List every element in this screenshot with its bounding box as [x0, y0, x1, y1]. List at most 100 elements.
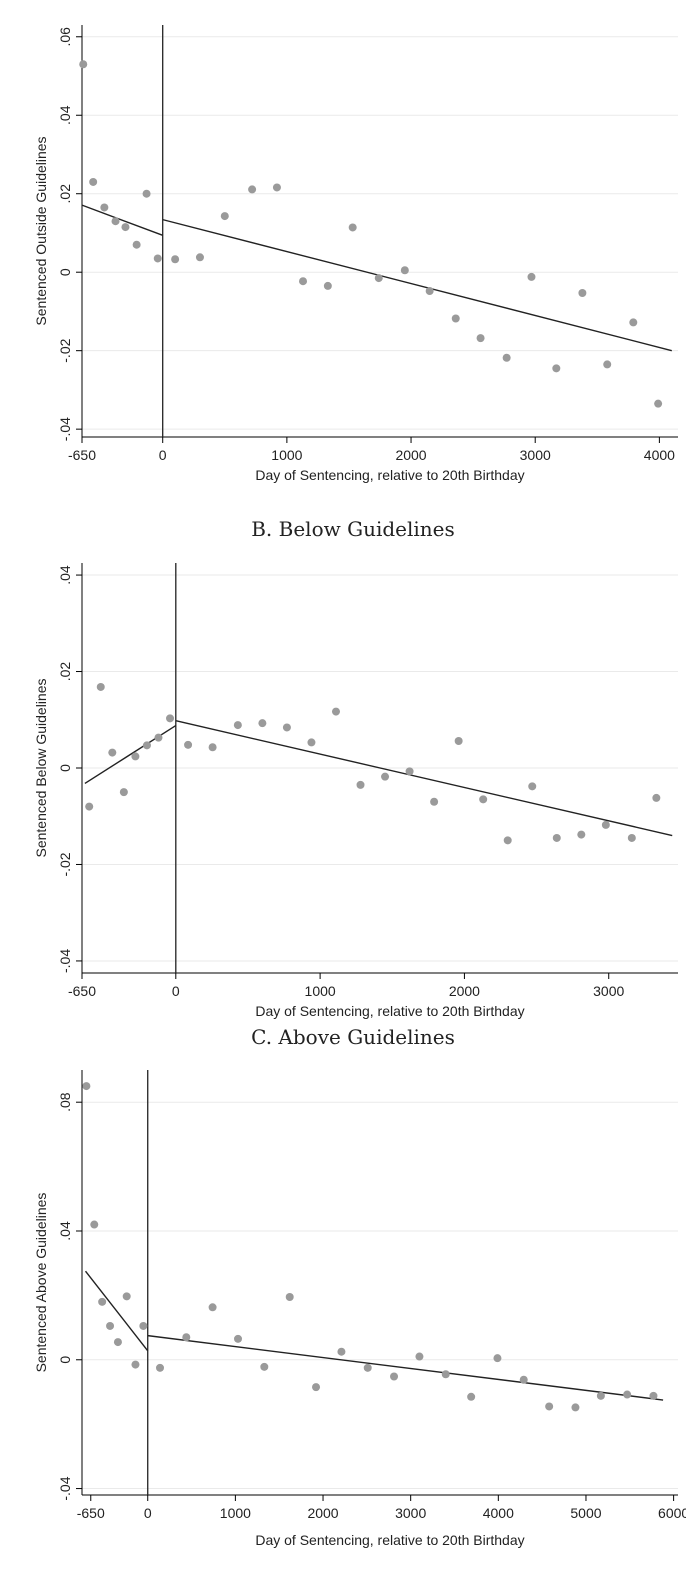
panel-a-x-tick-label: 1000	[271, 447, 302, 463]
panel-c-data-point	[467, 1392, 476, 1401]
panel-a-data-point	[425, 287, 434, 296]
panel-a-data-point	[89, 177, 98, 186]
panel-b-data-point	[552, 833, 561, 842]
panel-c-data-point	[390, 1372, 399, 1381]
panel-c-data-point	[571, 1403, 580, 1412]
panel-c-data-point	[415, 1352, 424, 1361]
panel-a-data-point	[153, 254, 162, 263]
panel-a-data-point	[171, 255, 180, 264]
panel-c-y-tick-label: -.04	[57, 1476, 73, 1500]
panel-c-data-point	[337, 1347, 346, 1356]
panel-b-data-point	[652, 793, 661, 802]
panel-b-data-point	[307, 738, 316, 747]
panel-a-data-point	[248, 185, 257, 194]
panel-c-data-point	[596, 1391, 605, 1400]
panel-b-data-point	[627, 833, 636, 842]
panel-a-y-axis-title: Sentenced Outside Guidelines	[33, 136, 49, 325]
panel-b-data-point	[503, 836, 512, 845]
panel-c-data-point	[260, 1362, 269, 1371]
panel-a-x-tick-label: -650	[68, 447, 96, 463]
panel-b-x-tick-label: 3000	[593, 983, 624, 999]
panel-b-data-point	[233, 721, 242, 730]
panel-a-data-point	[374, 274, 383, 283]
panel-a-fit-line-left	[81, 204, 163, 236]
panel-c-data-point	[649, 1391, 658, 1400]
panel-a-x-tick-label: 2000	[395, 447, 426, 463]
panel-a-data-point	[451, 314, 460, 323]
panel-b-y-tick-label: .04	[57, 565, 73, 585]
panel-a-y-tick-label: .02	[57, 184, 73, 204]
panel-c-data-point	[182, 1333, 191, 1342]
panel-b-data-point	[405, 767, 414, 776]
panel-c-y-tick-label: .08	[57, 1092, 73, 1112]
panel-a-y-tick-label: -.02	[57, 338, 73, 362]
panel-b-data-point	[85, 802, 94, 811]
panel-c-data-point	[113, 1338, 122, 1347]
panel-c-data-point	[131, 1360, 140, 1369]
panel-a-data-point	[299, 277, 308, 286]
panel-b-data-point	[454, 736, 463, 745]
panel-b-data-point	[131, 752, 140, 761]
panel-a-data-point	[527, 272, 536, 281]
panel-a-data-point	[502, 353, 511, 362]
panel-b-data-point	[528, 782, 537, 791]
panel-a-y-tick-label: 0	[57, 268, 73, 276]
panel-a-data-point	[100, 203, 109, 212]
panel-c-x-tick-label: 4000	[483, 1505, 514, 1521]
panel-a-fit-line-right	[162, 218, 672, 352]
panel-a-data-point	[348, 223, 357, 232]
panel-b-title: B. Below Guidelines	[251, 517, 455, 541]
panel-b-y-tick-label: -.04	[57, 949, 73, 973]
panel-b-x-tick-label: 2000	[449, 983, 480, 999]
panel-c-data-point	[208, 1303, 217, 1312]
panel-a-data-point	[552, 364, 561, 373]
panel-c-fit-line-right	[147, 1334, 664, 1401]
panel-b-fit-line-right	[175, 720, 673, 837]
panel-b-data-point	[119, 788, 128, 797]
panel-c-data-point	[139, 1321, 148, 1330]
panel-c-data-point	[493, 1354, 502, 1363]
panel-b-data-point	[258, 719, 267, 728]
panel-b-y-tick-label: .02	[57, 662, 73, 682]
panel-c-data-point	[519, 1375, 528, 1384]
panel-c-x-tick-label: 2000	[307, 1505, 338, 1521]
panel-c-x-tick-label: 6000	[658, 1505, 686, 1521]
panel-b-data-point	[184, 740, 193, 749]
panel-b-y-axis-title: Sentenced Below Guidelines	[33, 678, 49, 857]
panel-b-data-point	[331, 707, 340, 716]
panel-b-data-point	[430, 797, 439, 806]
panel-b-y-tick-label: -.02	[57, 852, 73, 876]
panel-c-x-tick-label: 5000	[570, 1505, 601, 1521]
panel-b-data-point	[108, 748, 117, 757]
panel-a-data-point	[476, 334, 485, 343]
panel-c-data-point	[156, 1363, 165, 1372]
panel-c-x-tick-label: -650	[77, 1505, 105, 1521]
panel-a-y-tick-label: -.04	[57, 417, 73, 441]
panel-b-x-axis-title: Day of Sentencing, relative to 20th Birt…	[255, 1003, 524, 1019]
panel-a-data-point	[578, 288, 587, 297]
panel-b-data-point	[479, 795, 488, 804]
panel-a-data-point	[323, 281, 332, 290]
panel-c-y-tick-label: .04	[57, 1221, 73, 1241]
panel-c-data-point	[98, 1297, 107, 1306]
panel-c-y-axis-title: Sentenced Above Guidelines	[33, 1193, 49, 1373]
panel-c-data-point	[122, 1292, 131, 1301]
panel-b-data-point	[154, 733, 163, 742]
panel-a-x-tick-label: 0	[159, 447, 167, 463]
panel-b-fit-line-left	[84, 724, 177, 785]
panel-a-x-tick-label: 3000	[520, 447, 551, 463]
panel-c-data-point	[90, 1220, 99, 1229]
panel-c-x-axis-title: Day of Sentencing, relative to 20th Birt…	[255, 1532, 524, 1548]
panel-b-data-point	[166, 714, 175, 723]
panel-b-data-point	[356, 780, 365, 789]
panel-c-data-point	[441, 1370, 450, 1379]
panel-c-x-tick-label: 3000	[395, 1505, 426, 1521]
panel-b-x-tick-label: 0	[172, 983, 180, 999]
panel-c-y-tick-label: 0	[57, 1356, 73, 1364]
panel-c-data-point	[623, 1390, 632, 1399]
panel-a-data-point	[220, 212, 229, 221]
panel-c-data-point	[285, 1292, 294, 1301]
panel-a-y-tick-label: .04	[57, 105, 73, 125]
panel-a-y-tick-label: .06	[57, 27, 73, 47]
panel-a-data-point	[121, 223, 130, 232]
